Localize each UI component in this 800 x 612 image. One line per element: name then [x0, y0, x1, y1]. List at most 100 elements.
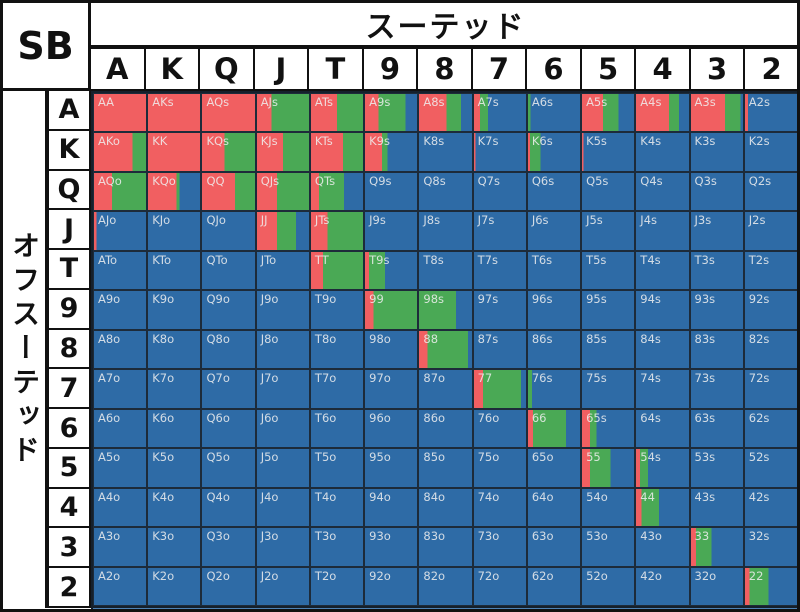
cell-KK: KK	[147, 132, 202, 172]
cell-AQo: AQo	[93, 171, 148, 212]
cell-Q5s: Q5s	[581, 171, 636, 212]
cell-92s: 92s	[743, 290, 797, 330]
col-header-T: T	[307, 47, 364, 91]
cell-K7s: K7s	[472, 132, 527, 172]
cell-JTo: JTo	[255, 250, 310, 291]
cell-J7s: J7s	[472, 211, 527, 251]
cell-83s: 83s	[689, 329, 744, 370]
cell-AJo: AJo	[93, 211, 148, 251]
cell-AA: AA	[93, 93, 148, 133]
cell-76o: 76o	[472, 408, 527, 449]
cell-AQs: AQs	[201, 93, 256, 133]
cell-K7o: K7o	[147, 369, 202, 409]
cell-T4o: T4o	[309, 487, 365, 528]
cell-T5o: T5o	[309, 448, 365, 488]
cell-T8o: T8o	[309, 329, 365, 370]
row-header-T: T	[47, 248, 91, 290]
cell-84o: 84o	[418, 487, 473, 528]
cell-A6o: A6o	[93, 408, 148, 449]
cell-64s: 64s	[635, 408, 690, 449]
cell-QQ: QQ	[201, 171, 256, 212]
cell-A5o: A5o	[93, 448, 148, 488]
cell-K2s: K2s	[743, 132, 797, 172]
cell-A7s: A7s	[472, 93, 527, 133]
col-header-A: A	[89, 47, 146, 91]
cell-74s: 74s	[635, 369, 690, 409]
partial-next-row-strip	[91, 608, 797, 609]
cell-A7o: A7o	[93, 369, 148, 409]
cell-K5s: K5s	[581, 132, 636, 172]
row-header-3: 3	[47, 526, 91, 569]
cell-63o: 63o	[526, 527, 582, 567]
cell-J9o: J9o	[255, 290, 310, 330]
cell-T7o: T7o	[309, 369, 365, 409]
cell-Q9s: Q9s	[364, 171, 419, 212]
cell-62s: 62s	[743, 408, 797, 449]
row-header-5: 5	[47, 446, 91, 489]
cell-JTs: JTs	[309, 211, 365, 251]
cell-Q7s: Q7s	[472, 171, 527, 212]
cell-J4o: J4o	[255, 487, 310, 528]
row-header-6: 6	[47, 407, 91, 449]
cell-52s: 52s	[743, 448, 797, 488]
cell-K8s: K8s	[418, 132, 473, 172]
cell-74o: 74o	[472, 487, 527, 528]
col-header-8: 8	[416, 47, 473, 91]
cell-A9o: A9o	[93, 290, 148, 330]
cell-T8s: T8s	[418, 250, 473, 291]
col-header-7: 7	[470, 47, 528, 91]
cell-ATo: ATo	[93, 250, 148, 291]
cell-72s: 72s	[743, 369, 797, 409]
cell-QJo: QJo	[201, 211, 256, 251]
cell-63s: 63s	[689, 408, 744, 449]
cell-K2o: K2o	[147, 566, 202, 606]
cell-93o: 93o	[364, 527, 419, 567]
cell-J5s: J5s	[581, 211, 636, 251]
cell-J2s: J2s	[743, 211, 797, 251]
cell-KQs: KQs	[201, 132, 256, 172]
cell-K9o: K9o	[147, 290, 202, 330]
col-header-4: 4	[634, 47, 691, 91]
cell-A6s: A6s	[526, 93, 582, 133]
cell-86s: 86s	[526, 329, 582, 370]
cell-A2s: A2s	[743, 93, 797, 133]
cell-97o: 97o	[364, 369, 419, 409]
cell-87s: 87s	[472, 329, 527, 370]
cell-J5o: J5o	[255, 448, 310, 488]
cell-K6o: K6o	[147, 408, 202, 449]
cell-J4s: J4s	[635, 211, 690, 251]
cell-43o: 43o	[635, 527, 690, 567]
cell-Q8o: Q8o	[201, 329, 256, 370]
cell-T6o: T6o	[309, 408, 365, 449]
cell-J3o: J3o	[255, 527, 310, 567]
cell-65o: 65o	[526, 448, 582, 488]
cell-96o: 96o	[364, 408, 419, 449]
cell-QTs: QTs	[309, 171, 365, 212]
cell-A4o: A4o	[93, 487, 148, 528]
cell-Q8s: Q8s	[418, 171, 473, 212]
cell-K9s: K9s	[364, 132, 419, 172]
cell-97s: 97s	[472, 290, 527, 330]
cell-A9s: A9s	[364, 93, 419, 133]
cell-K5o: K5o	[147, 448, 202, 488]
cell-88: 88	[418, 329, 473, 370]
cell-42s: 42s	[743, 487, 797, 528]
cell-T2o: T2o	[309, 566, 365, 606]
cell-62o: 62o	[526, 566, 582, 606]
cell-K4o: K4o	[147, 487, 202, 528]
cell-J3s: J3s	[689, 211, 744, 251]
cell-84s: 84s	[635, 329, 690, 370]
col-header-2: 2	[743, 47, 797, 91]
cell-AJs: AJs	[255, 93, 310, 133]
cell-Q2o: Q2o	[201, 566, 256, 606]
cell-KTs: KTs	[309, 132, 365, 172]
cell-33: 33	[689, 527, 744, 567]
cell-94s: 94s	[635, 290, 690, 330]
cell-J6s: J6s	[526, 211, 582, 251]
row-header-J: J	[47, 208, 91, 251]
cell-53o: 53o	[581, 527, 636, 567]
cell-75s: 75s	[581, 369, 636, 409]
cell-A2o: A2o	[93, 566, 148, 606]
